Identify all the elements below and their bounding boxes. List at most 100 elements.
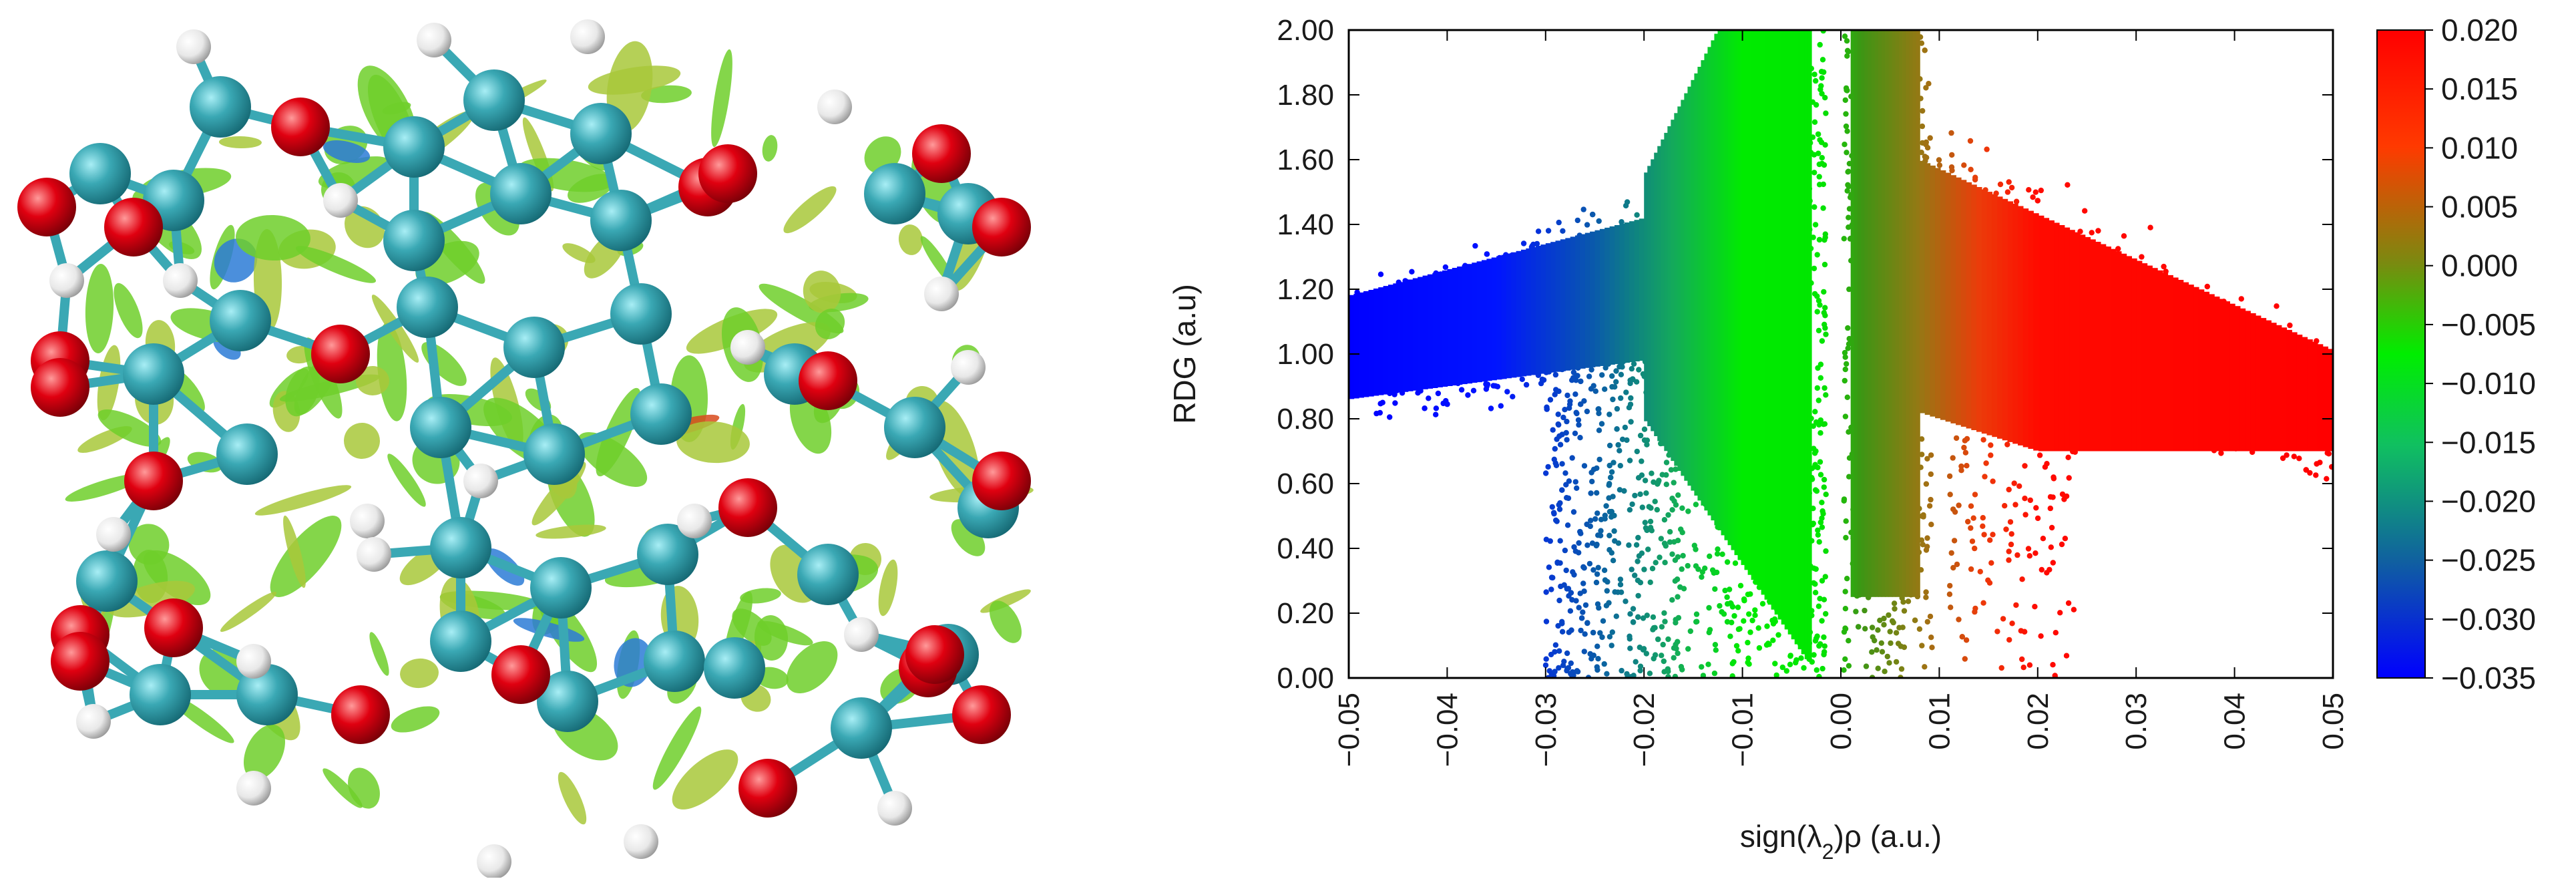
data-density-band: [1797, 30, 1802, 650]
data-point: [1588, 367, 1594, 373]
data-point: [1663, 460, 1670, 466]
data-point: [1594, 542, 1600, 548]
data-point: [1815, 131, 1821, 138]
oxygen-atom: [491, 645, 550, 704]
oxygen-atom: [952, 685, 1011, 744]
data-point: [1923, 589, 1929, 595]
data-point: [1578, 401, 1584, 407]
data-point: [1912, 617, 1918, 623]
data-point: [1642, 520, 1648, 526]
data-point: [1562, 547, 1568, 554]
data-density-band: [1754, 30, 1759, 585]
data-point: [2006, 637, 2012, 643]
carbon-atom: [831, 697, 892, 759]
data-density-band: [2271, 323, 2277, 452]
data-point: [1629, 566, 1635, 572]
data-point: [1623, 598, 1629, 604]
data-point: [1926, 81, 1932, 87]
data-point: [1552, 669, 1558, 675]
data-point: [2006, 548, 2012, 554]
data-point: [1634, 212, 1640, 218]
data-point: [1653, 560, 1659, 566]
nci-isosurface-patch: [951, 519, 986, 556]
data-point: [1936, 157, 1942, 163]
data-point: [1924, 145, 1931, 151]
data-point: [2059, 541, 2065, 548]
data-point: [1594, 643, 1600, 649]
hydrogen-atom: [730, 330, 765, 365]
data-point: [1990, 532, 1996, 538]
data-density-band: [1599, 228, 1606, 366]
data-point: [2049, 524, 2055, 531]
data-point: [1814, 385, 1820, 391]
data-point: [2025, 546, 2032, 552]
data-point: [1968, 166, 1974, 172]
data-point: [1392, 400, 1398, 406]
data-point: [1623, 389, 1629, 395]
data-point: [1787, 653, 1793, 659]
data-density-band: [1472, 262, 1478, 383]
data-point: [1556, 421, 1562, 428]
data-point: [1918, 537, 1925, 543]
data-density-band: [2250, 313, 2256, 452]
data-point: [1574, 669, 1581, 675]
data-point: [1626, 405, 1633, 411]
data-point: [1630, 619, 1637, 625]
data-density-band: [1774, 30, 1779, 615]
data-point: [1820, 205, 1826, 211]
data-point: [2016, 483, 2022, 489]
data-point: [1630, 377, 1636, 383]
data-point: [1891, 600, 1898, 606]
data-point: [1924, 619, 1930, 625]
data-point: [1746, 611, 1752, 617]
data-point: [1822, 313, 1828, 319]
nci-isosurface-patch: [220, 592, 277, 632]
data-point: [1550, 510, 1557, 516]
data-density-band: [2245, 311, 2251, 452]
data-density-band: [1516, 250, 1522, 377]
data-density-band: [1536, 246, 1542, 375]
data-point: [2121, 233, 2127, 239]
data-point: [1844, 188, 1850, 194]
hydrogen-atom: [417, 23, 451, 57]
data-point: [1815, 603, 1822, 609]
data-point: [1749, 617, 1755, 624]
colorbar-tick-label: 0.010: [2441, 130, 2518, 165]
data-density-band: [1644, 172, 1648, 421]
data-point: [1557, 500, 1563, 506]
y-tick-label: 0.40: [1277, 532, 1334, 565]
data-point: [1936, 162, 1943, 168]
data-density-band: [1950, 175, 1956, 423]
data-density-band: [1724, 30, 1729, 540]
data-point: [1566, 593, 1572, 599]
data-density-band: [1902, 30, 1907, 597]
data-point: [1822, 574, 1828, 580]
data-density-band: [1609, 226, 1615, 365]
data-density-band: [1781, 30, 1785, 625]
data-point: [1598, 528, 1604, 534]
x-tick-label: −0.05: [1333, 693, 1365, 767]
data-point: [1590, 629, 1596, 636]
data-density-band: [2116, 251, 2122, 452]
data-point: [2324, 450, 2330, 456]
data-point: [2012, 502, 2018, 508]
data-point: [1821, 321, 1828, 327]
data-point: [1647, 518, 1654, 524]
nci-isosurface-patch: [270, 516, 342, 597]
data-point: [1693, 611, 1700, 617]
data-point: [1879, 649, 1886, 655]
x-tick-label: −0.04: [1431, 693, 1464, 767]
data-point: [1539, 376, 1545, 383]
data-point: [1458, 387, 1465, 393]
data-point: [1892, 606, 1898, 612]
y-axis-title: RDG (a.u): [1167, 284, 1202, 424]
data-point: [2021, 629, 2028, 635]
data-point: [1752, 607, 1758, 613]
data-density-band: [1506, 253, 1512, 379]
oxygen-atom: [124, 452, 183, 510]
data-point: [1641, 566, 1647, 572]
data-density-band: [2302, 337, 2308, 452]
carbon-atom: [637, 524, 698, 585]
data-point: [1662, 619, 1668, 625]
data-density-band: [2229, 303, 2235, 452]
